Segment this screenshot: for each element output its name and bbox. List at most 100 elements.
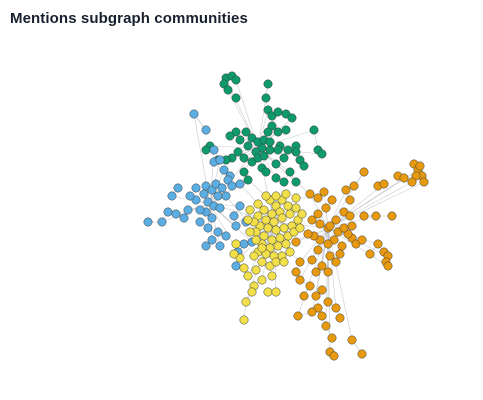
yellow-community-node [257, 257, 267, 267]
green-community-node [239, 167, 249, 177]
green-community-node [317, 149, 327, 159]
yellow-community-node [285, 209, 295, 219]
green-community-node [291, 177, 301, 187]
graph-edge [225, 195, 257, 233]
yellow-community-node [245, 205, 255, 215]
blue-community-node [199, 189, 209, 199]
yellow-community-node [245, 227, 255, 237]
yellow-community-node [271, 225, 281, 235]
green-community-node [271, 173, 281, 183]
orange-community-node [327, 195, 337, 205]
green-community-node [273, 145, 283, 155]
yellow-community-node [253, 199, 263, 209]
blue-community-node [215, 241, 225, 251]
green-community-node [231, 75, 241, 85]
orange-community-node [335, 313, 345, 323]
green-community-node [241, 127, 251, 137]
yellow-community-node [297, 209, 307, 219]
blue-community-node [213, 227, 223, 237]
orange-community-node [415, 161, 425, 171]
blue-community-node [215, 155, 225, 165]
blue-community-node [203, 223, 213, 233]
yellow-community-node [281, 239, 291, 249]
orange-community-node [359, 211, 369, 221]
graph-edge [299, 227, 329, 281]
blue-community-node [239, 239, 249, 249]
yellow-community-node [267, 271, 277, 281]
orange-community-node [311, 267, 321, 277]
blue-community-node [219, 165, 229, 175]
green-community-node [239, 153, 249, 163]
orange-community-node [323, 267, 333, 277]
nodes-layer [143, 71, 429, 361]
orange-community-node [299, 291, 309, 301]
blue-community-node [183, 205, 193, 215]
yellow-community-node [251, 265, 261, 275]
yellow-community-node [263, 287, 273, 297]
orange-community-node [305, 189, 315, 199]
orange-community-node [359, 167, 369, 177]
yellow-community-node [231, 239, 241, 249]
yellow-community-node [247, 287, 257, 297]
blue-community-node [163, 207, 173, 217]
orange-community-node [305, 281, 315, 291]
yellow-community-node [285, 247, 295, 257]
blue-community-node [179, 213, 189, 223]
green-community-node [291, 147, 301, 157]
orange-community-node [387, 211, 397, 221]
green-community-node [283, 145, 293, 155]
orange-community-node [319, 187, 329, 197]
green-community-node [263, 127, 273, 137]
yellow-community-node [283, 201, 293, 211]
blue-community-node [207, 235, 217, 245]
orange-community-node [341, 185, 351, 195]
orange-community-node [345, 195, 355, 205]
green-community-node [231, 93, 241, 103]
blue-community-node [231, 261, 241, 271]
orange-community-node [295, 257, 305, 267]
orange-community-node [383, 261, 393, 271]
orange-community-node [339, 223, 349, 233]
orange-community-node [303, 229, 313, 239]
green-community-node [281, 125, 291, 135]
orange-community-node [317, 311, 327, 321]
yellow-community-node [243, 271, 253, 281]
orange-community-node [365, 249, 375, 259]
yellow-community-node [249, 251, 259, 261]
blue-community-node [227, 181, 237, 191]
orange-community-node [335, 249, 345, 259]
yellow-community-node [239, 315, 249, 325]
yellow-community-node [291, 193, 301, 203]
orange-community-node [337, 241, 347, 251]
graph-edge [327, 181, 425, 229]
green-community-node [299, 161, 309, 171]
orange-community-node [331, 215, 341, 225]
blue-community-node [213, 191, 223, 201]
green-community-node [309, 125, 319, 135]
blue-community-node [221, 191, 231, 201]
graph-edge [209, 203, 221, 247]
blue-community-node [209, 145, 219, 155]
green-community-node [243, 141, 253, 151]
green-community-node [233, 147, 243, 157]
green-community-node [201, 145, 211, 155]
orange-community-node [357, 235, 367, 245]
blue-community-node [171, 209, 181, 219]
orange-community-node [419, 177, 429, 187]
orange-community-node [331, 257, 341, 267]
green-community-node [279, 177, 289, 187]
yellow-community-node [273, 241, 283, 251]
blue-community-node [173, 183, 183, 193]
orange-community-node [293, 311, 303, 321]
orange-community-node [307, 307, 317, 317]
chart-title: Mentions subgraph communities [10, 10, 248, 27]
blue-community-node [235, 201, 245, 211]
yellow-community-node [295, 223, 305, 233]
blue-community-node [185, 191, 195, 201]
orange-community-node [291, 237, 301, 247]
green-community-node [223, 85, 233, 95]
yellow-community-node [277, 213, 287, 223]
green-community-node [263, 79, 273, 89]
yellow-community-node [257, 275, 267, 285]
blue-community-node [207, 213, 217, 223]
